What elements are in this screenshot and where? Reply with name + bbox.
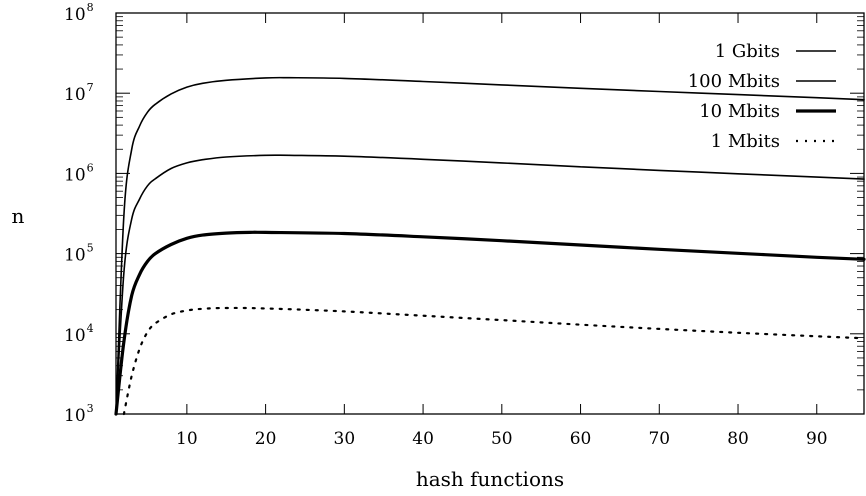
y-tick-label: 104 xyxy=(64,322,94,346)
legend-label: 10 Mbits xyxy=(699,101,780,122)
x-tick-label: 20 xyxy=(255,429,277,449)
x-tick-label: 80 xyxy=(727,429,749,449)
x-tick-label: 90 xyxy=(806,429,828,449)
x-tick-label: 10 xyxy=(176,429,198,449)
x-tick-label: 40 xyxy=(412,429,434,449)
series-line-1 xyxy=(115,76,865,415)
legend-label: 100 Mbits xyxy=(688,71,780,92)
y-axis-label: n xyxy=(12,204,25,228)
y-tick-label: 106 xyxy=(64,161,94,185)
x-tick-label: 70 xyxy=(648,429,670,449)
series-line-3 xyxy=(114,230,866,416)
x-tick-label: 60 xyxy=(570,429,592,449)
series-line-4 xyxy=(122,306,866,416)
y-tick-label: 103 xyxy=(64,402,94,426)
y-tick-label: 108 xyxy=(64,1,94,25)
x-axis-label: hash functions xyxy=(416,467,564,491)
plot-border xyxy=(115,12,865,415)
x-tick-label: 30 xyxy=(334,429,356,449)
y-axis: 103 104 105 106 107 108 xyxy=(64,1,864,426)
y-tick-label: 107 xyxy=(64,81,94,105)
plot-area xyxy=(115,12,865,415)
series-lines xyxy=(114,76,866,416)
y-tick-label: 105 xyxy=(64,242,94,266)
x-tick-label: 50 xyxy=(491,429,513,449)
legend-label: 1 Mbits xyxy=(711,131,780,152)
legend: 1 Gbits 100 Mbits 10 Mbits 1 Mbits xyxy=(688,41,836,152)
legend-label: 1 Gbits xyxy=(715,41,780,62)
series-line-2 xyxy=(115,154,865,415)
x-axis: 10 20 30 40 50 60 70 80 90 xyxy=(176,13,828,449)
